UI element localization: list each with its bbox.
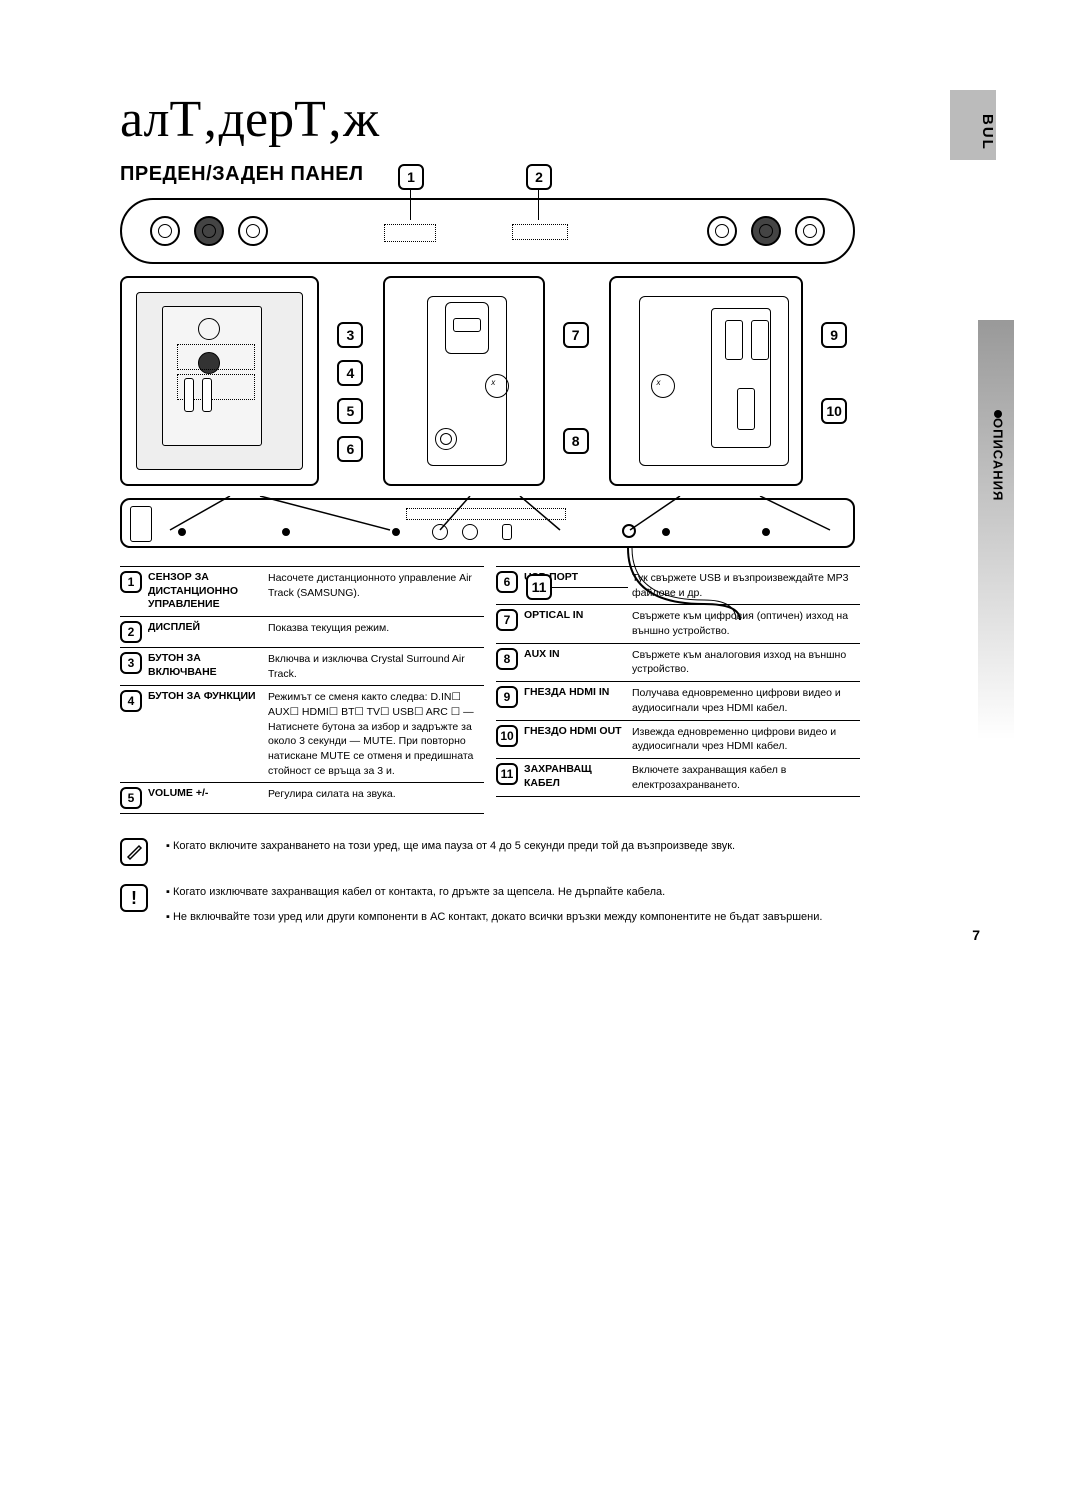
note-a: Когато включите захранването на този уре… [166,840,735,852]
side-gradient [978,320,1014,740]
callout-10: 10 [821,398,847,424]
page-title: алТ‚дерТ‚ж [120,90,980,149]
notes-section: Когато включите захранването на този уре… [120,838,860,925]
callout-1: 1 [398,164,424,190]
caution-icon: ! [120,884,148,912]
diagram-area: 1 2 3 4 5 6 [120,198,860,548]
callout-7: 7 [563,322,589,348]
callout-9: 9 [821,322,847,348]
note-icon [120,838,148,866]
callout-4: 4 [337,360,363,386]
callout-8: 8 [563,428,589,454]
callout-11: 11 [526,574,552,600]
language-tab: BUL [950,90,996,160]
callout-5: 5 [337,398,363,424]
leader-lines [120,496,855,536]
front-bar-diagram [120,198,855,264]
callout-6: 6 [337,436,363,462]
callout-3: 3 [337,322,363,348]
callout-2: 2 [526,164,552,190]
section-label-vertical: ОПИСАНИЯ [991,410,1008,501]
page-number: 7 [972,927,980,943]
panel-left [120,276,319,486]
panel-right: x [609,276,804,486]
cable-curve [624,544,754,624]
table-left: 1СЕНЗОР ЗА ДИСТАНЦИОННО УПРАВЛЕНИЕНасоче… [120,566,484,814]
note-b2: Не включвайте този уред или други компон… [166,909,860,926]
note-b1: Когато изключвате захранващия кабел от к… [166,884,860,901]
panel-middle: x [383,276,544,486]
